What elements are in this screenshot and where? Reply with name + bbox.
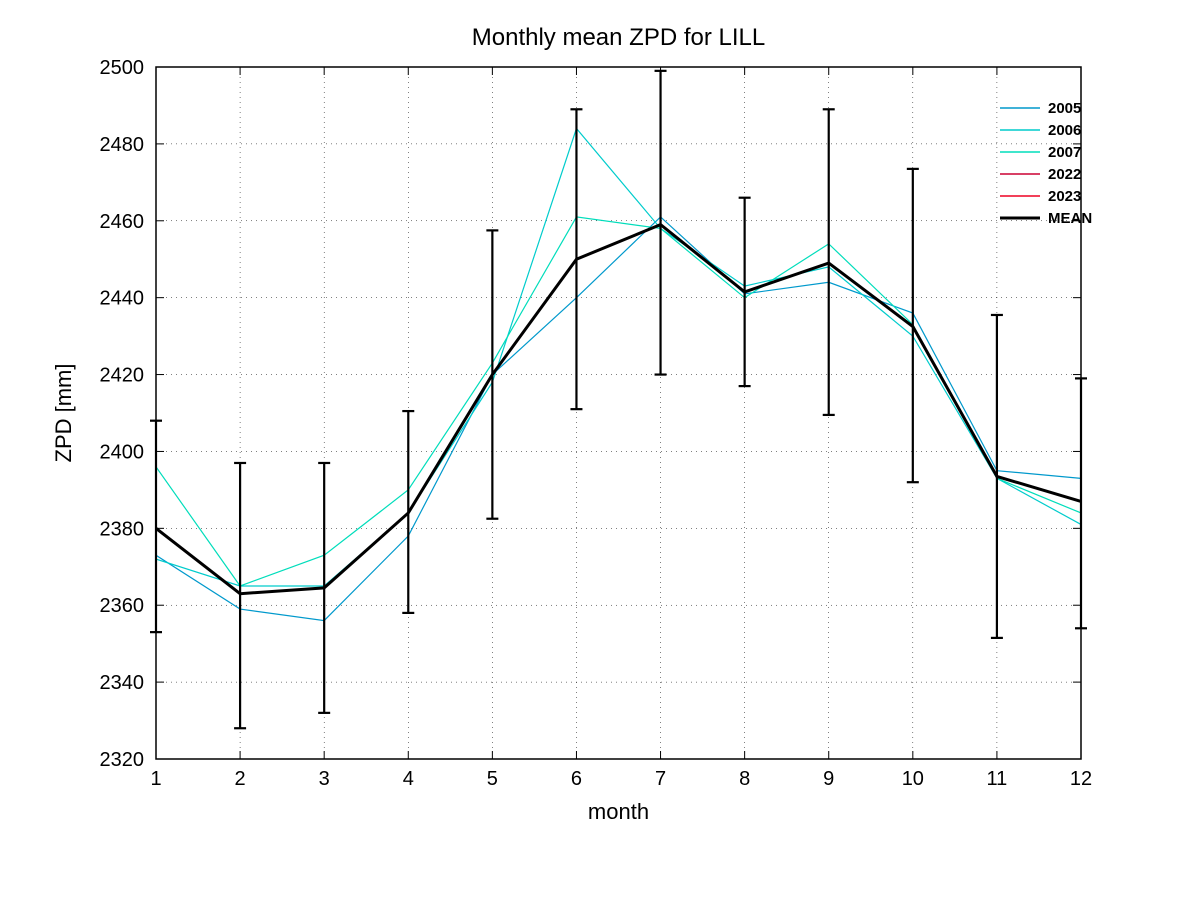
legend-label-MEAN: MEAN [1048, 210, 1092, 227]
ytick-label: 2380 [100, 518, 145, 540]
chart-svg: 1234567891011122320234023602380240024202… [0, 0, 1201, 901]
ytick-label: 2320 [100, 749, 145, 771]
chart-title: Monthly mean ZPD for LILL [472, 24, 765, 51]
legend-label-2023: 2023 [1048, 188, 1081, 205]
xtick-label: 5 [487, 768, 498, 790]
ytick-label: 2480 [100, 134, 145, 156]
legend-label-2007: 2007 [1048, 144, 1081, 161]
x-axis-label: month [588, 799, 649, 824]
y-axis-label: ZPD [mm] [51, 364, 76, 463]
xtick-label: 8 [739, 768, 750, 790]
xtick-label: 4 [403, 768, 414, 790]
legend-label-2005: 2005 [1048, 100, 1081, 117]
ytick-label: 2340 [100, 672, 145, 694]
xtick-label: 10 [902, 768, 924, 790]
chart-bg [0, 0, 1201, 901]
xtick-label: 9 [823, 768, 834, 790]
ytick-label: 2460 [100, 211, 145, 233]
ytick-label: 2420 [100, 365, 145, 387]
chart-container: 1234567891011122320234023602380240024202… [0, 0, 1201, 901]
ytick-label: 2360 [100, 595, 145, 617]
legend-label-2022: 2022 [1048, 166, 1081, 183]
xtick-label: 2 [235, 768, 246, 790]
xtick-label: 7 [655, 768, 666, 790]
xtick-label: 11 [987, 768, 1008, 790]
ytick-label: 2500 [100, 57, 145, 79]
xtick-label: 12 [1070, 768, 1092, 790]
xtick-label: 3 [319, 768, 330, 790]
legend-label-2006: 2006 [1048, 122, 1081, 139]
xtick-label: 6 [571, 768, 582, 790]
ytick-label: 2440 [100, 288, 145, 310]
ytick-label: 2400 [100, 441, 145, 463]
xtick-label: 1 [150, 768, 161, 790]
